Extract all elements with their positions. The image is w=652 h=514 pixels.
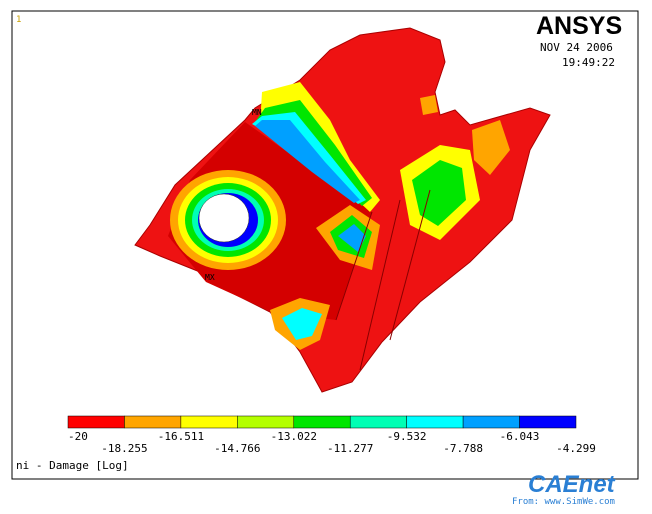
contour-patch [412,160,466,226]
plot-frame [11,10,639,480]
time: 19:49:22 [562,56,615,69]
date: NOV 24 2006 [540,41,613,54]
contour-patch [472,120,510,175]
legend-label: -9.532 [387,430,427,443]
contour-band [255,120,360,203]
legend-swatch [406,415,464,429]
legend-swatch [124,415,182,429]
edge [335,211,373,321]
max-label: MX [205,273,215,282]
contour-patch [282,308,322,340]
legend-caption: ni - Damage [Log] [16,459,129,472]
contour-patch [338,224,366,252]
edge [359,199,401,371]
legend-swatch [180,415,238,429]
edge [389,189,431,341]
legend-label: -16.511 [158,430,204,443]
legend-label: -20 [68,430,88,443]
legend-label: -4.299 [556,442,596,455]
legend-label: -11.277 [327,442,373,455]
legend-label: -7.788 [443,442,483,455]
legend-label: -14.766 [214,442,260,455]
legend-swatch [293,415,351,429]
legend-swatch [462,415,520,429]
contour-patch [420,95,438,115]
legend-label: -18.255 [101,442,147,455]
model: MN MX [134,27,551,393]
legend-label: -6.043 [500,430,540,443]
legend-swatch [349,415,407,429]
legend-label: -13.022 [271,430,317,443]
legend-swatch [519,415,577,429]
hole [198,193,250,243]
min-label: MN [252,108,262,117]
legend-swatch [237,415,295,429]
legend-swatch [67,415,125,429]
watermark-brand: CAEnet [528,471,616,498]
watermark-source: From: www.SimWe.com [512,497,615,507]
ansys-logo: ANSYS [536,12,622,40]
legend: -20 -18.255 -16.511 -14.766 -13.022 -11.277 -9… [67,415,596,455]
window-number: 1 [16,15,21,25]
